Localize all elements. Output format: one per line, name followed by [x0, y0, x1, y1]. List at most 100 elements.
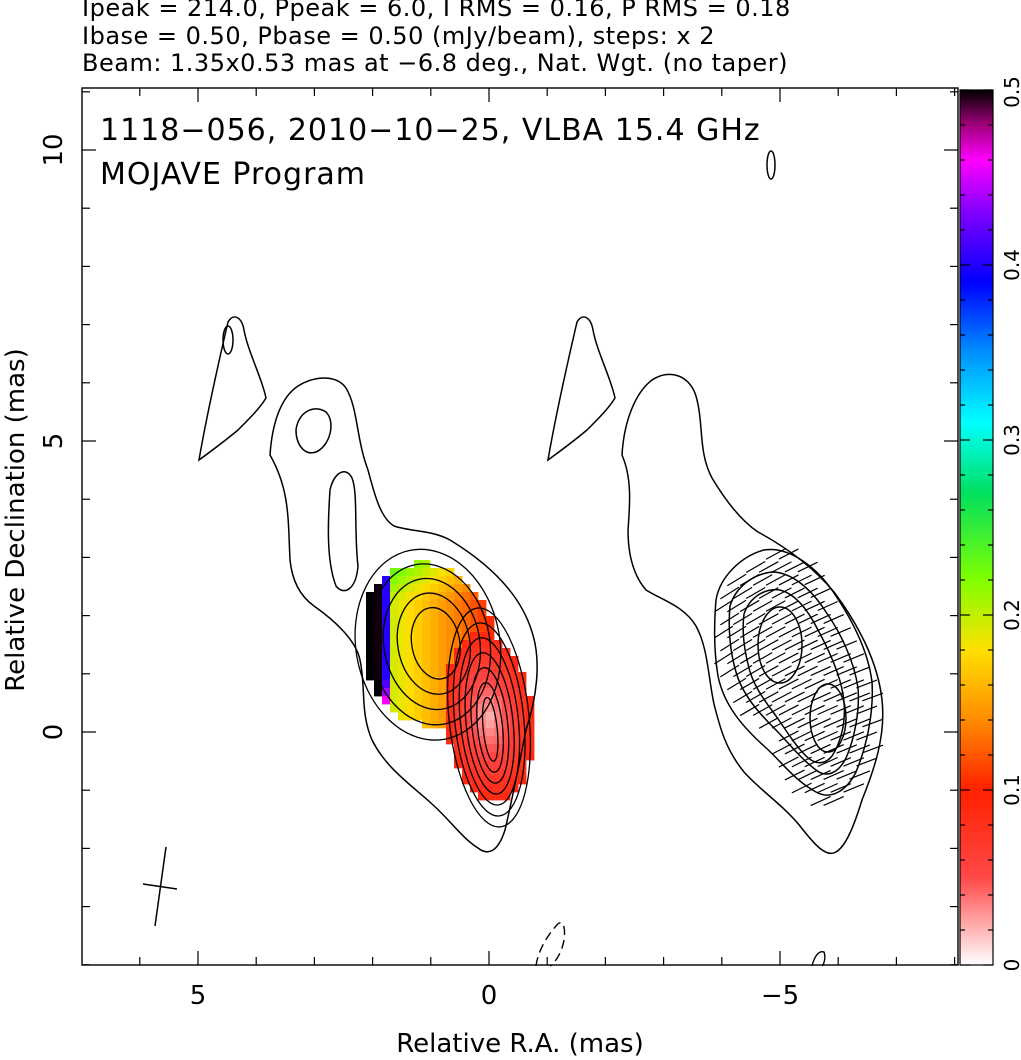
polarization-cell: [430, 656, 439, 665]
y-tick-label-10: 10: [39, 133, 69, 166]
polarization-cell: [430, 608, 439, 617]
polarization-cell: [494, 720, 503, 729]
left-outer-contour: [197, 316, 267, 462]
evpa-tick: [810, 587, 831, 599]
chart-subtitle: MOJAVE Program: [100, 157, 366, 192]
polarization-cell: [446, 584, 455, 593]
polarization-cell: [430, 688, 439, 697]
evpa-tick: [726, 599, 747, 613]
evpa-tick: [745, 586, 766, 600]
evpa-tick: [836, 770, 858, 780]
polarization-cell: [510, 776, 519, 785]
polarization-cell: [486, 728, 495, 737]
evpa-tick: [758, 613, 779, 625]
right-contours: [546, 150, 884, 855]
polarization-cell: [494, 792, 503, 801]
evpa-tick: [791, 704, 812, 716]
polarization-cell: [510, 720, 519, 729]
colorbar-label-0.5: 0.5: [1000, 76, 1021, 108]
evpa-tick: [720, 664, 740, 678]
evpa-tick: [823, 666, 845, 676]
y-axis-label: Relative Declination (mas): [1, 348, 31, 691]
evpa-tick: [732, 638, 753, 652]
evpa-tick: [771, 613, 792, 625]
polarization-cell: [454, 600, 463, 609]
polarization-cell: [414, 688, 423, 697]
polarization-cell: [406, 712, 415, 721]
evpa-tick: [823, 744, 845, 754]
polarization-cell: [382, 624, 391, 633]
polarization-cell: [374, 664, 383, 673]
evpa-tick: [804, 652, 825, 664]
polarization-cell: [478, 768, 487, 777]
evpa-tick: [745, 638, 766, 652]
polarization-cell: [398, 712, 407, 721]
polarization-cell: [462, 672, 471, 681]
polarization-cell: [406, 664, 415, 673]
knot-contour: [410, 606, 461, 680]
negative-contour: [535, 922, 566, 967]
evpa-tick: [765, 574, 786, 586]
polarization-cell: [374, 672, 383, 681]
polarization-cell: [478, 776, 487, 785]
polarization-cell: [454, 592, 463, 601]
polarization-cell: [494, 752, 503, 761]
polarization-cell: [406, 640, 415, 649]
evpa-tick: [765, 626, 786, 638]
polarization-cell: [454, 640, 463, 649]
evpa-tick: [752, 626, 773, 638]
evpa-tick: [843, 783, 865, 793]
x-tick-label-neg5: −5: [761, 981, 799, 1011]
polarization-cell: [518, 688, 527, 697]
polarization-cell: [470, 648, 479, 657]
polarization-cell: [430, 680, 439, 689]
evpa-tick: [778, 574, 799, 586]
polarization-cell: [390, 696, 399, 705]
polarization-cell: [414, 600, 423, 609]
polarization-cell: [374, 616, 383, 625]
polarization-cell: [502, 736, 511, 745]
polarization-cell: [494, 704, 503, 713]
evpa-tick: [778, 626, 799, 638]
plot-frame: [81, 87, 959, 966]
polarization-cell: [430, 720, 439, 729]
polarization-cell: [510, 680, 519, 689]
evpa-tick: [784, 769, 805, 781]
polarization-cell: [446, 672, 455, 681]
polarization-cell: [398, 680, 407, 689]
polarization-cell: [510, 672, 519, 681]
polarization-cell: [454, 664, 463, 673]
y-tick-label-5: 5: [39, 433, 69, 450]
polarization-cell: [486, 704, 495, 713]
polarization-cell: [374, 584, 383, 593]
polarization-cell: [430, 584, 439, 593]
polarization-cell: [478, 760, 487, 769]
polarization-cell: [462, 624, 471, 633]
evpa-tick: [856, 757, 878, 767]
evpa-tick: [823, 718, 845, 728]
polarization-cell: [478, 600, 487, 609]
polarization-cell: [366, 672, 375, 681]
polarization-cell: [470, 768, 479, 777]
evpa-tick: [784, 561, 805, 573]
evpa-tick: [836, 718, 858, 728]
polarization-cell: [430, 568, 439, 577]
polarization-cell: [470, 704, 479, 713]
evpa-tick: [830, 705, 852, 715]
polarization-cell: [422, 712, 431, 721]
polarization-cell: [470, 608, 479, 617]
polarization-cell: [494, 648, 503, 657]
evpa-tick: [739, 599, 760, 613]
polarization-cell: [430, 648, 439, 657]
evpa-tick: [771, 743, 792, 755]
polarization-cell: [518, 752, 527, 761]
polarization-cell: [438, 680, 447, 689]
evpa-tick: [784, 717, 805, 729]
polarization-cell: [414, 616, 423, 625]
right-knot-contour: [757, 606, 803, 684]
polarization-cell: [430, 632, 439, 641]
right-small-blob: [766, 150, 776, 180]
evpa-tick: [856, 679, 878, 689]
polarization-cell: [390, 640, 399, 649]
evpa-tick: [765, 652, 786, 664]
